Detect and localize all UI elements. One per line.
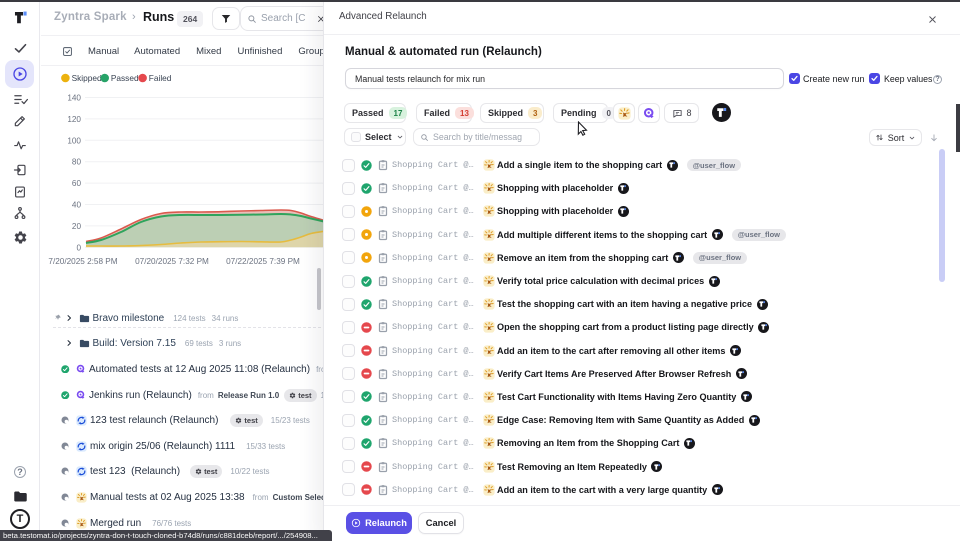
svg-text:Skipped: Skipped bbox=[72, 73, 102, 83]
svg-text:20: 20 bbox=[72, 222, 82, 231]
svg-text:7/20/2025 2:58 PM: 7/20/2025 2:58 PM bbox=[48, 257, 117, 266]
svg-text:0: 0 bbox=[76, 243, 81, 252]
svg-text:100: 100 bbox=[67, 136, 81, 145]
svg-text:07/22/2025 7:39 PM: 07/22/2025 7:39 PM bbox=[226, 257, 300, 266]
svg-text:Passed: Passed bbox=[111, 73, 139, 83]
svg-text:80: 80 bbox=[72, 158, 82, 167]
svg-text:140: 140 bbox=[67, 94, 81, 103]
svg-text:Failed: Failed bbox=[149, 73, 172, 83]
svg-text:40: 40 bbox=[72, 201, 82, 210]
svg-text:120: 120 bbox=[67, 115, 81, 124]
svg-text:60: 60 bbox=[72, 179, 82, 188]
svg-text:07/20/2025 7:32 PM: 07/20/2025 7:32 PM bbox=[135, 257, 209, 266]
